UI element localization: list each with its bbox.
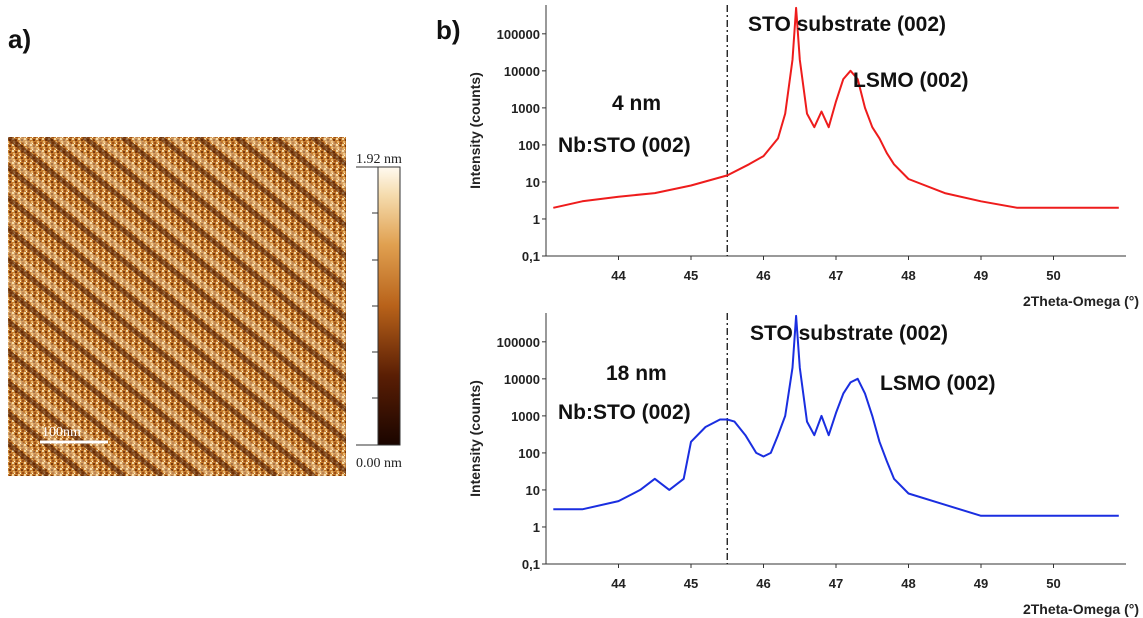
y-tick-label: 1000 xyxy=(511,101,540,116)
afm-step-edge xyxy=(426,137,846,476)
afm-terrace-highlight xyxy=(132,137,346,312)
y-tick-label: 1 xyxy=(533,212,540,227)
x-tick-label: 50 xyxy=(1046,576,1060,591)
nbsto-peak-label: Nb:STO (002) xyxy=(558,401,691,424)
y-tick-label: 100 xyxy=(518,446,540,461)
afm-step-edge xyxy=(540,137,960,476)
y-tick-label: 100000 xyxy=(497,27,540,42)
y-tick-label: 0,1 xyxy=(522,249,540,264)
y-tick-label: 1000 xyxy=(511,409,540,424)
y-axis-label: Intensity (counts) xyxy=(467,380,483,497)
lsmo-peak-label: LSMO (002) xyxy=(880,372,996,395)
afm-terrace-highlight xyxy=(8,276,252,476)
afm-terrace-highlight xyxy=(208,137,346,251)
x-tick-label: 47 xyxy=(829,576,843,591)
afm-terrace-highlight xyxy=(552,137,972,476)
afm-terrace-highlight xyxy=(170,137,346,282)
afm-step-edge xyxy=(8,409,88,476)
x-tick-label: 44 xyxy=(611,268,626,283)
afm-terrace-highlight xyxy=(8,368,138,476)
panel-b-label: b) xyxy=(436,15,461,45)
x-tick-label: 45 xyxy=(684,576,698,591)
afm-step-edge xyxy=(388,137,808,476)
afm-terrace-highlight xyxy=(8,215,328,476)
afm-step-edge xyxy=(234,137,346,229)
y-tick-label: 1 xyxy=(533,520,540,535)
xrd-chart-4nm: 0,1 1 10 100 1000 10000 100000 44 45 46 47 48 49 50 In… xyxy=(467,5,1139,309)
nbsto-peak-label: Nb:STO (002) xyxy=(558,134,691,157)
afm-step-edge xyxy=(8,317,202,476)
afm-step-edge xyxy=(8,164,346,444)
afm-terrace-highlight xyxy=(8,399,100,476)
colorbar-max-label: 1.92 nm xyxy=(356,152,402,167)
y-tick-label: 10 xyxy=(526,175,540,190)
afm-terrace-highlight xyxy=(18,137,346,404)
afm-terrace-highlight xyxy=(8,246,290,476)
afm-step-edge xyxy=(120,137,346,322)
afm-step-edge xyxy=(8,195,346,475)
thickness-label: 4 nm xyxy=(612,92,661,115)
x-tick-label: 46 xyxy=(756,268,770,283)
x-tick-label: 46 xyxy=(756,576,770,591)
afm-terrace-highlight xyxy=(94,137,346,343)
sto-substrate-peak-label: STO substrate (002) xyxy=(748,13,946,36)
afm-step-edge xyxy=(272,137,346,199)
afm-step-edge xyxy=(578,137,998,476)
y-tick-label: 10000 xyxy=(504,372,540,387)
x-tick-label: 48 xyxy=(901,268,915,283)
afm-terrace-highlight xyxy=(8,307,214,476)
afm-step-edge xyxy=(196,137,346,260)
scale-bar-label: 100nm xyxy=(42,425,81,440)
y-tick-label: 10000 xyxy=(504,64,540,79)
afm-step-edge xyxy=(8,379,126,476)
afm-terrace-highlight xyxy=(590,137,1010,476)
afm-step-terraces xyxy=(8,137,1010,476)
x-tick-label: 49 xyxy=(974,576,988,591)
lsmo-peak-label: LSMO (002) xyxy=(853,69,969,92)
y-tick-label: 100000 xyxy=(497,335,540,350)
panel-a-label: a) xyxy=(8,24,31,54)
colorbar-min-label: 0.00 nm xyxy=(356,456,402,471)
xrd-chart-18nm: 0,1 1 10 100 1000 10000 100000 44 45 46 47 48 49 50 In… xyxy=(467,313,1139,617)
sto-substrate-peak-label: STO substrate (002) xyxy=(750,322,948,345)
afm-terrace-highlight xyxy=(514,137,934,476)
afm-terrace-highlight xyxy=(400,137,820,476)
afm-step-edge xyxy=(82,137,346,352)
afm-step-edge xyxy=(502,137,922,476)
afm-terrace-highlight xyxy=(362,137,782,476)
afm-step-edge xyxy=(8,256,278,476)
x-tick-label: 45 xyxy=(684,268,698,283)
x-axis-label: 2Theta-Omega (°) xyxy=(1023,293,1139,309)
x-tick-label: 44 xyxy=(611,576,626,591)
xrd-series-line xyxy=(553,314,1119,517)
x-axis-label: 2Theta-Omega (°) xyxy=(1023,601,1139,617)
afm-terrace-highlight xyxy=(438,137,858,476)
xrd-series-line xyxy=(553,6,1119,209)
afm-terrace-highlight xyxy=(284,137,346,190)
afm-step-edge xyxy=(158,137,346,291)
afm-step-edge xyxy=(8,137,346,414)
afm-terrace-highlight xyxy=(8,154,346,435)
y-axis-label: Intensity (counts) xyxy=(467,72,483,189)
afm-step-edge xyxy=(8,225,316,476)
y-tick-label: 10 xyxy=(526,483,540,498)
thickness-label: 18 nm xyxy=(606,362,667,385)
afm-terrace-highlight xyxy=(56,137,346,374)
afm-terrace-highlight xyxy=(8,338,176,476)
afm-scale-bar: 100nm xyxy=(40,425,108,444)
x-tick-label: 49 xyxy=(974,268,988,283)
x-tick-label: 48 xyxy=(901,576,915,591)
x-tick-label: 50 xyxy=(1046,268,1060,283)
afm-step-edge xyxy=(8,348,164,476)
afm-colorbar: 1.92 nm 0.00 nm xyxy=(356,152,402,471)
afm-image: 100nm xyxy=(8,137,1010,476)
y-tick-label: 100 xyxy=(518,138,540,153)
afm-step-edge xyxy=(8,287,240,476)
y-tick-label: 0,1 xyxy=(522,557,540,572)
x-tick-label: 47 xyxy=(829,268,843,283)
afm-step-edge xyxy=(44,137,346,383)
afm-terrace-highlight xyxy=(8,184,346,466)
afm-terrace-highlight xyxy=(246,137,346,220)
